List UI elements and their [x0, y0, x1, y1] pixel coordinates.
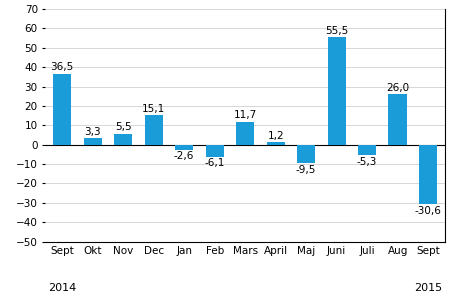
Bar [358, 145, 376, 155]
Bar [53, 74, 71, 145]
Text: -30,6: -30,6 [415, 206, 442, 216]
Text: 15,1: 15,1 [142, 104, 165, 114]
Text: -6,1: -6,1 [204, 158, 225, 168]
Bar [297, 145, 316, 163]
Text: -9,5: -9,5 [296, 165, 316, 175]
Text: -2,6: -2,6 [174, 151, 194, 161]
Text: 1,2: 1,2 [267, 131, 284, 141]
Text: 3,3: 3,3 [84, 127, 101, 137]
Text: 55,5: 55,5 [325, 26, 348, 36]
Text: 26,0: 26,0 [386, 83, 409, 93]
Bar [144, 115, 163, 145]
Bar [327, 37, 346, 145]
Text: 36,5: 36,5 [50, 63, 74, 72]
Text: 2014: 2014 [48, 284, 76, 294]
Text: -5,3: -5,3 [357, 156, 377, 166]
Text: 5,5: 5,5 [115, 123, 132, 133]
Bar [114, 134, 132, 145]
Bar [389, 94, 407, 145]
Text: 2015: 2015 [414, 284, 442, 294]
Text: 11,7: 11,7 [233, 111, 257, 120]
Bar [206, 145, 224, 156]
Bar [266, 142, 285, 145]
Bar [175, 145, 193, 150]
Bar [236, 122, 254, 145]
Bar [84, 138, 102, 145]
Bar [419, 145, 437, 204]
